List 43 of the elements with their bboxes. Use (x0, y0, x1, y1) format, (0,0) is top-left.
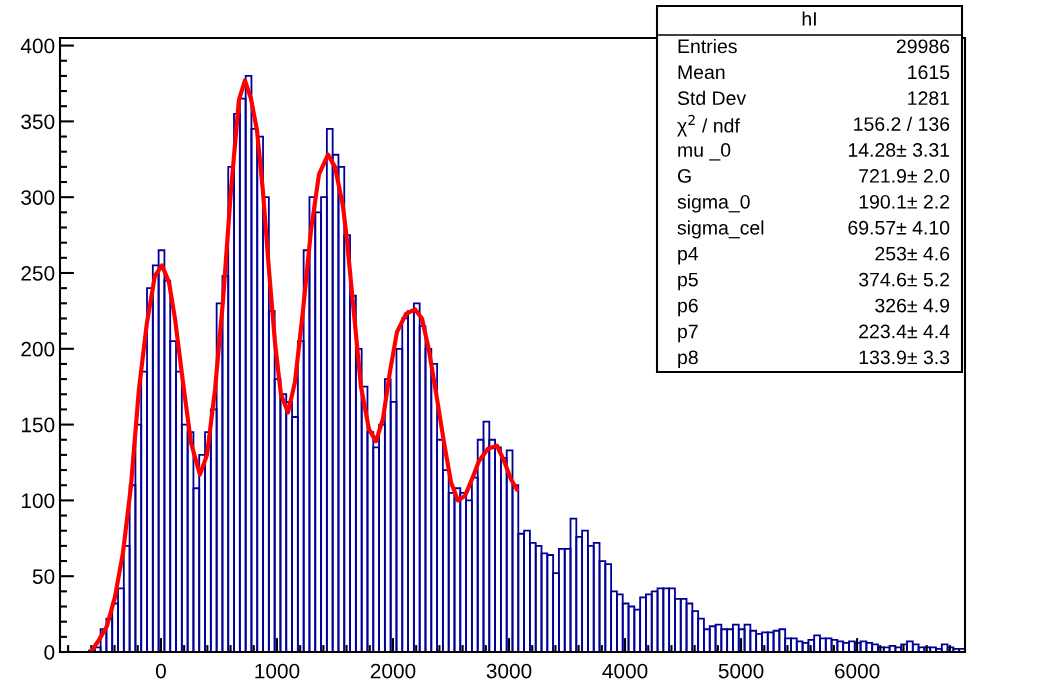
y-tick-label: 250 (21, 265, 55, 281)
annotation: 14.28± 3.31 (848, 143, 950, 157)
annotation: p6 (678, 298, 698, 317)
annotation: Std Dev (677, 90, 747, 106)
x-tick-label: 5000 (718, 663, 764, 679)
x-tick-label: 2000 (370, 663, 416, 679)
annotation: Mean (678, 65, 725, 80)
y-tick-label: 300 (21, 190, 55, 205)
x-tick-label: 3000 (486, 663, 532, 679)
annotation: χ$^{2}$ / ndf (677, 114, 740, 137)
x-tick-label: 0 (155, 663, 166, 679)
annotation: 156.2 / 136 (854, 116, 950, 131)
x-tick-label: 4000 (602, 663, 648, 679)
annotation: p5 (678, 272, 698, 291)
annotation: 1281 (908, 91, 950, 106)
annotation: 253± 4.6 (875, 246, 950, 261)
y-tick-label: 350 (21, 114, 55, 130)
y-tick-label: 400 (20, 38, 55, 54)
y-tick-label: 0 (44, 645, 55, 660)
annotation: 721.9± 2.0 (859, 169, 950, 183)
annotation: 69.57± 4.10 (848, 220, 950, 235)
x-tick-label: 1000 (255, 663, 300, 679)
annotation: p4 (678, 247, 699, 265)
annotation: sigma_0 (677, 194, 750, 213)
annotation: Entries (678, 38, 737, 54)
annotation: p7 (678, 324, 698, 343)
y-tick-label: 200 (21, 341, 55, 357)
annotation: mu _0 (678, 143, 731, 161)
x-tick-label: 6000 (834, 663, 880, 679)
annotation: 190.1± 2.2 (859, 194, 950, 209)
text: hI (802, 11, 816, 26)
y-tick-label: 150 (21, 417, 55, 433)
annotation: p8 (678, 350, 698, 369)
annotation: 223.4± 4.4 (859, 324, 950, 339)
annotation: 1615 (908, 65, 950, 80)
annotation: G (677, 169, 691, 183)
annotation: 374.6± 5.2 (858, 272, 950, 287)
annotation: 326± 4.9 (875, 298, 950, 313)
annotation: sigma_cel (677, 220, 764, 239)
annotation: 29986 (896, 39, 950, 54)
annotation: 133.9± 3.3 (859, 350, 950, 365)
y-tick-label: 50 (32, 569, 55, 584)
y-tick-label: 100 (21, 493, 55, 509)
